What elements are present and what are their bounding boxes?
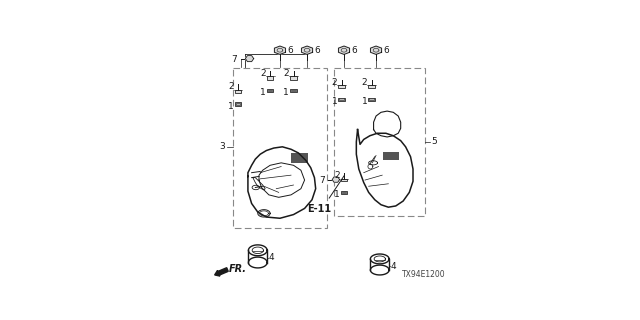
Text: 4: 4 [269, 253, 275, 262]
Bar [235, 90, 241, 92]
Bar [291, 153, 308, 163]
Bar [369, 98, 374, 100]
Text: E-11: E-11 [307, 204, 332, 214]
Bar [267, 89, 273, 92]
Bar [268, 90, 273, 91]
Bar [334, 68, 426, 216]
Polygon shape [275, 46, 285, 54]
Text: 7: 7 [232, 55, 237, 64]
Text: 2: 2 [362, 78, 367, 87]
Bar [290, 89, 297, 92]
Text: 1: 1 [228, 102, 234, 111]
Text: 6: 6 [314, 46, 320, 55]
Polygon shape [339, 46, 349, 54]
Bar [339, 85, 345, 88]
Text: 4: 4 [390, 262, 396, 271]
Text: 2: 2 [332, 78, 337, 87]
Bar [291, 90, 296, 91]
Polygon shape [245, 56, 253, 61]
Bar [383, 152, 399, 160]
Bar [236, 103, 241, 105]
Text: 2: 2 [334, 172, 340, 180]
Text: 5: 5 [431, 137, 436, 146]
Text: 1: 1 [260, 88, 266, 97]
Bar [339, 98, 344, 100]
Text: TX94E1200: TX94E1200 [402, 270, 446, 279]
Text: 2: 2 [284, 69, 289, 78]
Bar [235, 102, 241, 106]
Text: 3: 3 [220, 142, 225, 151]
Text: FR.: FR. [229, 264, 247, 274]
Text: 6: 6 [287, 46, 293, 55]
Bar [341, 191, 347, 194]
Text: 7: 7 [319, 176, 324, 185]
Text: 1: 1 [332, 97, 337, 106]
Bar [267, 76, 273, 80]
Text: 1: 1 [334, 190, 340, 199]
Text: 1: 1 [284, 88, 289, 97]
Text: 2: 2 [260, 69, 266, 78]
FancyArrow shape [214, 268, 228, 276]
Text: 1: 1 [362, 97, 367, 106]
Bar [339, 98, 345, 100]
Bar [233, 68, 327, 228]
Bar [369, 85, 375, 88]
Bar [341, 179, 347, 181]
Bar [290, 76, 297, 80]
Polygon shape [301, 46, 312, 54]
Bar [369, 98, 375, 100]
Polygon shape [332, 177, 340, 182]
Text: 2: 2 [228, 82, 234, 91]
Text: 6: 6 [383, 46, 389, 55]
Text: 6: 6 [351, 46, 357, 55]
Bar [342, 192, 346, 193]
Polygon shape [371, 46, 381, 54]
